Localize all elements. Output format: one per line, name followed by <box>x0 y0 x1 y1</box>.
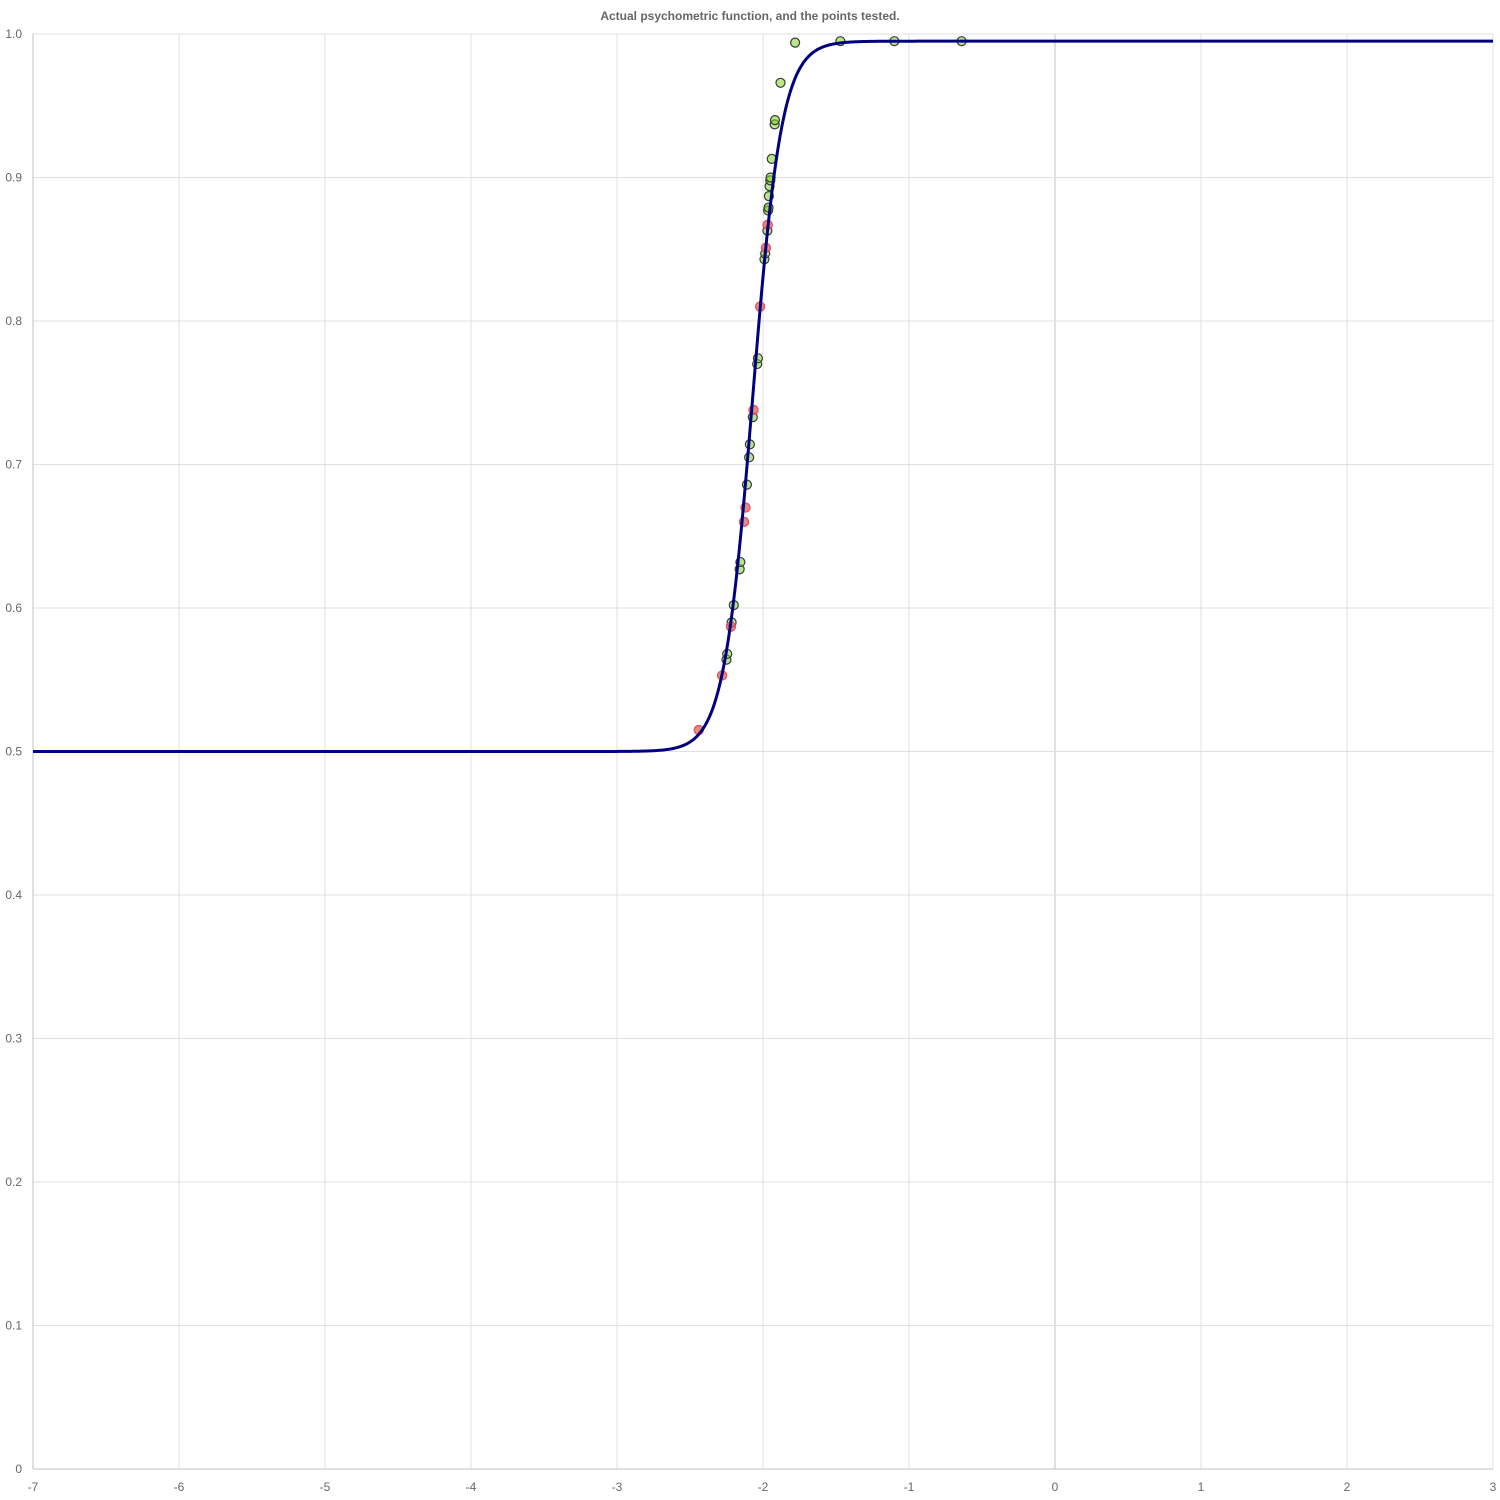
y-tick-label: 0.3 <box>5 1032 22 1046</box>
y-tick-label: 0.9 <box>5 171 22 185</box>
y-tick-label: 0 <box>15 1462 22 1476</box>
x-tick-label: -6 <box>174 1480 185 1494</box>
x-tick-label: 3 <box>1490 1480 1497 1494</box>
x-tick-label: -4 <box>466 1480 477 1494</box>
x-tick-label: -3 <box>612 1480 623 1494</box>
tested-point <box>790 37 801 48</box>
y-tick-label: 0.4 <box>5 888 22 902</box>
tested-point <box>769 114 781 126</box>
x-tick-label: -5 <box>320 1480 331 1494</box>
x-tick-label: -2 <box>758 1480 769 1494</box>
psychometric-curve <box>33 39 1493 753</box>
chart-title: Actual psychometric function, and the po… <box>600 9 900 23</box>
tested-point <box>775 77 786 88</box>
x-tick-label: -1 <box>904 1480 915 1494</box>
y-tick-label: 0.2 <box>5 1175 22 1189</box>
y-tick-label: 0.1 <box>5 1319 22 1333</box>
y-tick-label: 0.8 <box>5 314 22 328</box>
y-tick-label: 0.6 <box>5 601 22 615</box>
y-tick-label: 1.0 <box>5 27 22 41</box>
y-tick-label: 0.5 <box>5 745 22 759</box>
x-tick-label: 1 <box>1198 1480 1205 1494</box>
y-tick-label: 0.7 <box>5 458 22 472</box>
x-tick-label: 2 <box>1344 1480 1351 1494</box>
x-tick-label: 0 <box>1052 1480 1059 1494</box>
x-tick-label: -7 <box>28 1480 39 1494</box>
